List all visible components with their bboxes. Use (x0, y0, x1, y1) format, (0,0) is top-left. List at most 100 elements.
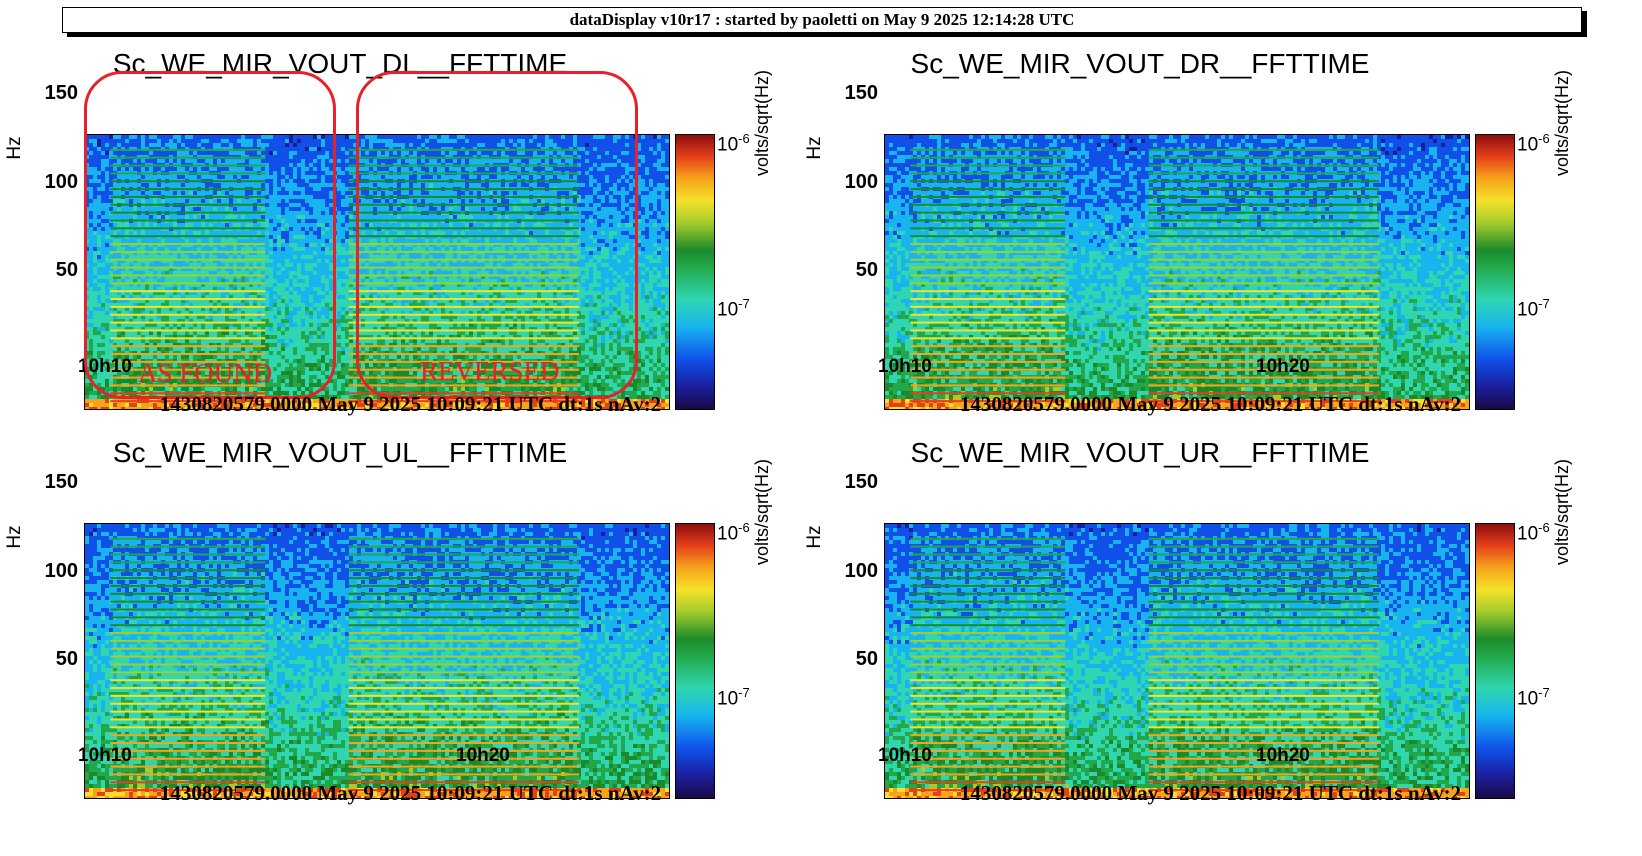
heatmap-cell (657, 139, 661, 143)
heatmap-cell (281, 135, 285, 139)
heatmap-cell (321, 163, 325, 167)
heatmap-cell (285, 191, 289, 195)
heatmap-cell (461, 183, 465, 187)
heatmap-cell (577, 139, 581, 143)
heatmap-cell (425, 151, 429, 155)
heatmap-cell (557, 135, 561, 139)
heatmap-cell (477, 167, 481, 171)
heatmap-cell (289, 203, 293, 207)
heatmap-cell (249, 139, 253, 143)
heatmap-cell (233, 175, 237, 179)
heatmap-cell (129, 215, 133, 219)
heatmap-cell (597, 155, 601, 159)
heatmap-cell (629, 203, 633, 207)
heatmap-cell (281, 167, 285, 171)
heatmap-cell (665, 255, 669, 259)
heatmap-cell (185, 215, 189, 219)
heatmap-cell (313, 179, 317, 183)
heatmap-cell (497, 207, 501, 211)
heatmap-cell (505, 215, 509, 219)
heatmap-cell (97, 215, 101, 219)
heatmap-cell (465, 143, 469, 147)
heatmap-cell (201, 175, 205, 179)
heatmap-cell (289, 147, 293, 151)
heatmap-cell (105, 167, 109, 171)
heatmap-cell (169, 151, 173, 155)
heatmap-cell (637, 143, 641, 147)
heatmap-cell (269, 191, 273, 195)
heatmap-cell (257, 183, 261, 187)
heatmap-cell (289, 139, 293, 143)
heatmap-cell (657, 211, 661, 215)
heatmap-cell (617, 179, 621, 183)
heatmap-cell (309, 139, 313, 143)
heatmap-cell (641, 199, 645, 203)
heatmap-cell (173, 139, 177, 143)
heatmap-cell (653, 191, 657, 195)
heatmap-cell (373, 183, 377, 187)
heatmap-cell (141, 167, 145, 171)
heatmap-cell (281, 203, 285, 207)
heatmap-cell (249, 207, 253, 211)
heatmap-cell (149, 191, 153, 195)
heatmap-cell (641, 243, 645, 247)
heatmap-cell (225, 175, 229, 179)
heatmap-cell (493, 151, 497, 155)
heatmap-cell (585, 207, 589, 211)
heatmap-cell (393, 135, 397, 139)
heatmap-cell (573, 199, 577, 203)
heatmap-cell (293, 175, 297, 179)
heatmap-cell (525, 135, 529, 139)
heatmap-cell (217, 135, 221, 139)
heatmap-cell (545, 143, 549, 147)
heatmap-cell (505, 135, 509, 139)
heatmap-cell (381, 151, 385, 155)
heatmap-cell (301, 179, 305, 183)
heatmap-cell (545, 183, 549, 187)
heatmap-cell (369, 139, 373, 143)
heatmap-cell (609, 143, 613, 147)
heatmap-cell (337, 155, 341, 159)
heatmap-cell (229, 151, 233, 155)
heatmap-cell (345, 171, 349, 175)
heatmap-cell (613, 179, 617, 183)
heatmap-cell (353, 143, 357, 147)
heatmap-cell (309, 135, 313, 139)
heatmap-cell (221, 159, 225, 163)
heatmap-cell (537, 167, 541, 171)
heatmap-cell (569, 151, 573, 155)
heatmap-cell (441, 183, 445, 187)
heatmap-cell (629, 171, 633, 175)
heatmap-cell (665, 187, 669, 191)
heatmap-cell (245, 183, 249, 187)
heatmap-cell (209, 143, 213, 147)
heatmap-cell (317, 183, 321, 187)
heatmap-cell (397, 167, 401, 171)
heatmap-cell (145, 175, 149, 179)
heatmap-cell (197, 151, 201, 155)
heatmap-cell (313, 207, 317, 211)
heatmap-cell (617, 215, 621, 219)
heatmap-cell (457, 167, 461, 171)
heatmap-cell (657, 247, 661, 251)
heatmap-cell (281, 183, 285, 187)
heatmap-cell (197, 215, 201, 219)
heatmap-cell (453, 135, 457, 139)
heatmap-cell (189, 215, 193, 219)
heatmap-cell (101, 139, 105, 143)
heatmap-cell (525, 159, 529, 163)
heatmap-cell (541, 207, 545, 211)
heatmap-cell (109, 135, 113, 139)
heatmap-cell (581, 163, 585, 167)
heatmap-cell (117, 175, 121, 179)
heatmap-cell (561, 143, 565, 147)
heatmap-cell (93, 191, 97, 195)
heatmap-cell (629, 155, 633, 159)
heatmap-cell (277, 199, 281, 203)
heatmap-cell (329, 187, 333, 191)
heatmap-cell (665, 175, 669, 179)
heatmap-cell (425, 175, 429, 179)
heatmap-cell (101, 183, 105, 187)
heatmap-cell (361, 159, 365, 163)
y-tick-label: 100 (38, 171, 78, 194)
